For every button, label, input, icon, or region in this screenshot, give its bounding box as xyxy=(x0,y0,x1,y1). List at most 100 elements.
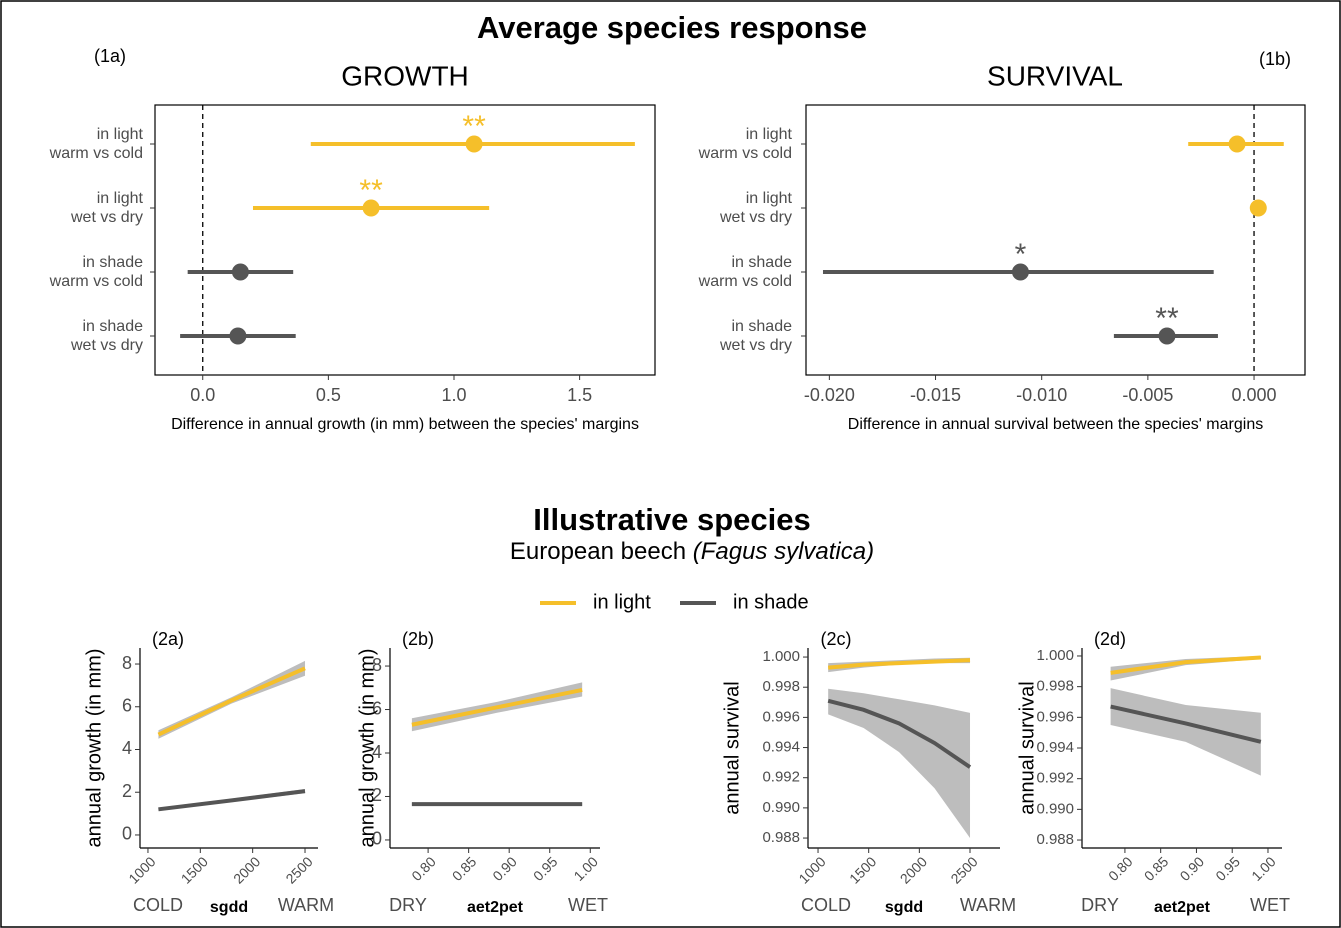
x-tick-label: -0.005 xyxy=(1122,385,1173,405)
y-tick-label: 2 xyxy=(122,781,132,801)
y-tick-label: 4 xyxy=(122,738,132,758)
x-high-label: WARM xyxy=(960,895,1016,915)
prediction-line xyxy=(1110,655,1261,675)
estimate-point xyxy=(1158,327,1176,345)
section-title: Illustrative species xyxy=(533,502,810,537)
x-tick-label: -0.020 xyxy=(804,385,855,405)
y-axis-label: annual survival xyxy=(1016,681,1038,814)
x-tick-label: 0.000 xyxy=(1232,385,1277,405)
panel-label: (2b) xyxy=(402,629,434,649)
confidence-ribbon xyxy=(1110,688,1261,776)
significance-label: ** xyxy=(462,110,486,143)
category-label: warm vs cold xyxy=(49,145,143,162)
y-tick-label: 0 xyxy=(122,824,132,844)
plot-frame xyxy=(154,104,656,376)
category-label: warm vs cold xyxy=(698,273,792,290)
confidence-ribbon xyxy=(828,688,971,839)
y-tick-label: 0.996 xyxy=(1036,708,1074,725)
y-tick-label: 6 xyxy=(372,698,382,718)
x-low-label: DRY xyxy=(389,895,427,915)
y-tick-label: 2 xyxy=(372,785,382,805)
x-tick-label: -0.010 xyxy=(1016,385,1067,405)
x-high-label: WET xyxy=(568,895,608,915)
x-low-label: COLD xyxy=(133,895,183,915)
estimate-point xyxy=(229,327,247,345)
category-label: wet vs dry xyxy=(719,209,792,226)
panel-label: (2c) xyxy=(821,629,852,649)
y-tick-label: 0.992 xyxy=(1036,770,1074,787)
prediction-line xyxy=(157,666,306,737)
x-low-label: COLD xyxy=(801,895,851,915)
x-tick-label: 1.0 xyxy=(441,385,466,405)
panel-label: (2d) xyxy=(1094,629,1126,649)
y-tick-label: 1.000 xyxy=(1036,647,1074,664)
x-axis-label: aet2pet xyxy=(1154,899,1211,916)
estimate-point xyxy=(1011,263,1029,281)
y-tick-label: 0.998 xyxy=(762,678,800,695)
category-label: warm vs cold xyxy=(49,273,143,290)
y-axis-label: annual growth (in mm) xyxy=(83,649,105,848)
x-axis-label: Difference in annual growth (in mm) betw… xyxy=(171,416,639,433)
legend-label: in shade xyxy=(733,591,809,613)
category-label: in light xyxy=(746,190,793,207)
x-tick-label: 0.5 xyxy=(316,385,341,405)
y-tick-label: 0.998 xyxy=(1036,678,1074,695)
chart-title: SURVIVAL xyxy=(987,60,1123,91)
subtitle-common: European beech xyxy=(510,538,686,565)
category-label: wet vs dry xyxy=(70,209,143,226)
y-tick-label: 8 xyxy=(372,655,382,675)
y-tick-label: 0.994 xyxy=(1036,739,1074,756)
y-tick-label: 0.990 xyxy=(762,799,800,816)
significance-label: * xyxy=(1015,238,1027,271)
estimate-point xyxy=(362,199,380,217)
x-axis-label: Difference in annual survival between th… xyxy=(848,416,1263,433)
y-tick-label: 6 xyxy=(122,696,132,716)
y-tick-label: 0.992 xyxy=(762,769,800,786)
x-low-label: DRY xyxy=(1081,895,1119,915)
x-tick-label: -0.015 xyxy=(910,385,961,405)
estimate-point xyxy=(465,135,483,153)
category-label: in light xyxy=(746,126,793,143)
category-label: in shade xyxy=(732,318,793,335)
x-high-label: WARM xyxy=(278,895,334,915)
prediction-line xyxy=(158,789,306,812)
y-tick-label: 4 xyxy=(372,742,382,762)
prediction-line xyxy=(827,658,971,670)
y-tick-label: 0.988 xyxy=(762,829,800,846)
legend-label: in light xyxy=(593,591,651,613)
x-axis-label: sgdd xyxy=(210,899,248,916)
y-tick-label: 0.990 xyxy=(1036,800,1074,817)
estimate-point xyxy=(231,263,249,281)
y-axis-label: annual survival xyxy=(721,681,743,814)
category-label: in light xyxy=(97,190,144,207)
category-label: in shade xyxy=(83,254,144,271)
x-tick-label: 1.5 xyxy=(567,385,592,405)
subtitle-species: (Fagus sylvatica) xyxy=(693,538,874,565)
category-label: wet vs dry xyxy=(719,337,792,354)
category-label: wet vs dry xyxy=(70,337,143,354)
panel-label: (1a) xyxy=(94,46,126,66)
prediction-line xyxy=(411,687,583,727)
x-axis-label: aet2pet xyxy=(467,899,524,916)
y-tick-label: 0.994 xyxy=(762,739,800,756)
estimate-point xyxy=(1249,199,1267,217)
prediction-line xyxy=(1110,704,1262,744)
y-axis-label: annual growth (in mm) xyxy=(356,649,378,848)
plot-frame xyxy=(805,104,1306,376)
category-label: warm vs cold xyxy=(698,145,792,162)
prediction-line xyxy=(827,698,972,769)
x-high-label: WET xyxy=(1250,895,1290,915)
y-tick-label: 0 xyxy=(372,829,382,849)
chart-title: GROWTH xyxy=(341,60,469,91)
y-tick-label: 0.988 xyxy=(1036,831,1074,848)
subtitle: European beech (Fagus sylvatica) xyxy=(510,538,874,565)
x-axis-label: sgdd xyxy=(885,899,923,916)
confidence-ribbon xyxy=(1110,655,1261,681)
category-label: in shade xyxy=(732,254,793,271)
panel-label: (2a) xyxy=(152,629,184,649)
category-label: in light xyxy=(97,126,144,143)
significance-label: ** xyxy=(1155,302,1179,335)
estimate-point xyxy=(1228,135,1246,153)
